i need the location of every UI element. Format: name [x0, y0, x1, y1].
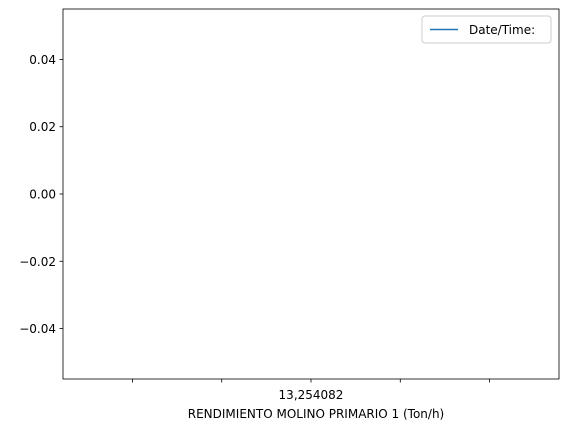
- y-tick-label: 0.02: [29, 120, 56, 134]
- plot-area: [63, 9, 559, 379]
- plot-frame: [62, 8, 560, 380]
- x-axis-ticks: 13,254082: [132, 379, 490, 402]
- legend-box: [421, 15, 552, 44]
- y-tick-label: 0.00: [29, 188, 56, 202]
- legend: Date/Time:: [421, 15, 552, 44]
- y-tick-label: −0.02: [19, 255, 56, 269]
- y-tick-label: −0.04: [19, 322, 56, 336]
- y-tick-label: 0.04: [29, 53, 56, 67]
- x-tick-label: 13,254082: [279, 388, 344, 402]
- y-axis-ticks: −0.04 −0.02 0.00 0.02 0.04: [19, 53, 63, 336]
- x-axis-label: RENDIMIENTO MOLINO PRIMARIO 1 (Ton/h): [188, 407, 445, 421]
- legend-entry-label: Date/Time:: [469, 23, 535, 37]
